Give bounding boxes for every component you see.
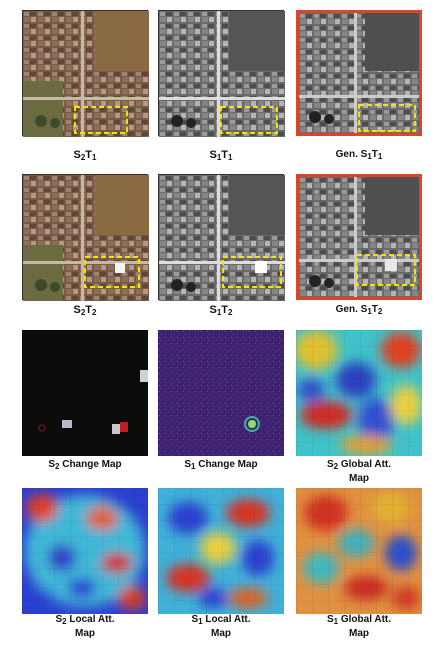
s1-local-att-map: [158, 488, 284, 614]
caption-gen-s1t2: Gen. S1T2: [335, 304, 383, 316]
caption-s2t2: S2T2: [73, 304, 97, 317]
caption-s1-global-att-map: S1 Global Att. Map: [326, 614, 392, 639]
caption-s2t1: S2T1: [73, 149, 97, 162]
caption-s1-local-att-map: S1 Local Att. Map: [191, 614, 251, 639]
gen-s1t1-image: [296, 10, 422, 136]
caption-s2-local-att-map: S2 Local Att. Map: [55, 614, 115, 639]
caption-s1t2: S1T2: [209, 304, 233, 317]
s2-local-att-map: [22, 488, 148, 614]
caption-s1-change-map: S1 Change Map: [184, 459, 258, 471]
caption-s2-global-att-map: S2 Global Att. Map: [326, 459, 392, 484]
s1t2-image: [158, 174, 285, 301]
caption-s2-change-map: S2 Change Map: [48, 459, 122, 471]
s2-change-map: [22, 330, 148, 456]
s2-global-att-map: [296, 330, 422, 456]
s2t2-image: [22, 174, 149, 301]
caption-s1t1: S1T1: [209, 149, 233, 162]
s1-global-att-map: [296, 488, 422, 614]
gen-s1t2-image: [296, 174, 422, 300]
s2t1-image: [22, 10, 149, 137]
caption-gen-s1t1: Gen. S1T1: [335, 149, 383, 161]
s1t1-image: [158, 10, 285, 137]
s1-change-map: [158, 330, 284, 456]
